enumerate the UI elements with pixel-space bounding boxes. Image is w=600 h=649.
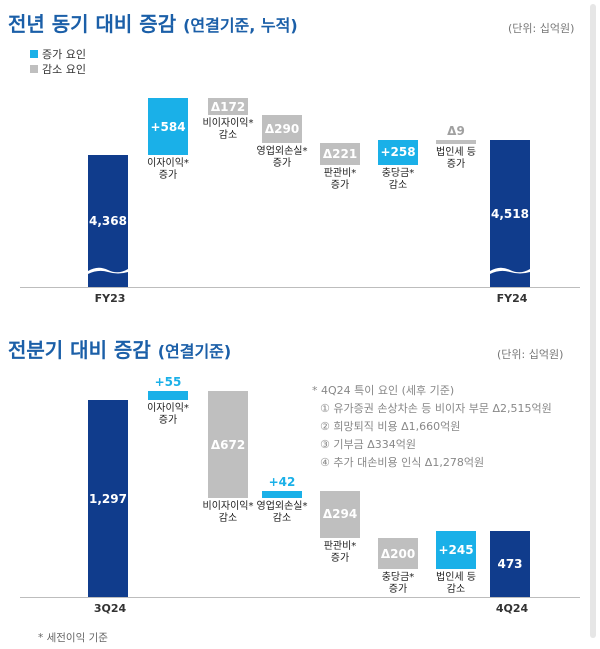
scrollbar[interactable] [590, 4, 596, 638]
chart2-step-1-bar [148, 391, 188, 400]
chart2-unit: (단위: 십억원) [497, 348, 564, 361]
legend-decrease-label: 감소 요인 [42, 62, 86, 76]
chart2-step-4-bar: Δ294 [320, 491, 360, 538]
chart1-step-2-category-label: 비이자이익* 감소 [202, 118, 254, 142]
chart1-step-0-bar: 4,368 [88, 155, 128, 287]
chart2-notes: * 4Q24 특이 요인 (세후 기준) ① 유가증권 손상차손 등 비이자 부… [312, 382, 552, 472]
chart2-title-sub: (연결기준) [157, 342, 232, 361]
legend-increase-swatch [30, 49, 38, 58]
chart2-step-0-bar: 1,297 [88, 400, 128, 597]
legend-increase-label: 증가 요인 [42, 47, 86, 61]
chart1-step-6-bar [436, 139, 476, 144]
chart2-step-6-category-label: 법인세 등 감소 [436, 572, 476, 596]
legend-decrease-swatch [30, 64, 38, 73]
chart1-step-6-value-label: Δ9 [447, 123, 465, 138]
chart2-step-3-category-label: 영업외손실* 감소 [256, 500, 308, 524]
chart1-step-4-bar: Δ221 [320, 143, 360, 165]
chart2-xlabel-3q24: 3Q24 [93, 602, 127, 615]
chart1-step-2-bar: Δ172 [208, 98, 248, 116]
chart1-legend: 증가 요인 감소 요인 [30, 46, 86, 76]
note-item-4: ④ 추가 대손비용 인식 Δ1,278억원 [320, 456, 485, 469]
chart1-title-sub: (연결기준, 누적) [183, 16, 298, 35]
chart2-step-7-bar: 473 [490, 530, 530, 597]
chart2-title: 전분기 대비 증감 (연결기준) [8, 334, 231, 363]
legend-decrease: 감소 요인 [30, 61, 86, 76]
chart1-title: 전년 동기 대비 증감 (연결기준, 누적) [8, 8, 298, 37]
chart2-step-1-category-label: 이자이익* 증가 [147, 403, 189, 426]
note-item-2: ② 희망퇴직 비용 Δ1,660억원 [320, 420, 461, 433]
chart1-xlabel-fy23: FY23 [94, 292, 126, 305]
note-item-3: ③ 기부금 Δ334억원 [320, 438, 416, 451]
chart1-step-3-category-label: 영업외손실* 증가 [256, 146, 308, 170]
chart1-xlabel-fy24: FY24 [496, 292, 528, 305]
chart2-step-5-bar: Δ200 [378, 537, 418, 570]
chart1-unit: (단위: 십억원) [508, 22, 575, 35]
chart1-step-4-category-label: 판관비* 증가 [323, 167, 357, 191]
chart2-step-5-category-label: 충당금* 증가 [381, 572, 415, 596]
chart1-step-7-bar: 4,518 [490, 140, 530, 287]
chart1-step-6-category-label: 법인세 등 증가 [436, 146, 476, 170]
chart2-step-2-bar: Δ672 [208, 391, 248, 498]
chart1-step-7-break-icon [490, 267, 530, 274]
chart2-title-main: 전분기 대비 증감 [8, 338, 151, 362]
chart2-xlabel-4q24: 4Q24 [495, 602, 529, 615]
chart1-title-main: 전년 동기 대비 증감 [8, 12, 177, 36]
chart1-baseline [20, 287, 580, 288]
footnote: * 세전이익 기준 [38, 632, 108, 644]
chart1-step-1-category-label: 이자이익* 증가 [147, 158, 189, 181]
note-header: * 4Q24 특이 요인 (세후 기준) [312, 384, 455, 397]
note-item-1: ① 유가증권 손상차손 등 비이자 부문 Δ2,515억원 [320, 402, 552, 415]
chart2-step-1-value-label: +55 [154, 375, 182, 390]
chart2-step-2-category-label: 비이자이익* 감소 [202, 500, 254, 524]
legend-increase: 증가 요인 [30, 46, 86, 61]
chart2-baseline [20, 597, 580, 598]
chart2-step-6-bar: +245 [436, 530, 476, 570]
chart2-step-3-bar [262, 491, 302, 498]
chart1-step-1-bar: +584 [148, 98, 188, 155]
chart1-step-3-bar: Δ290 [262, 115, 302, 144]
chart1-step-5-bar: +258 [378, 139, 418, 165]
chart1-step-0-break-icon [88, 267, 128, 274]
chart2-step-3-value-label: +42 [268, 475, 296, 490]
chart2-step-4-category-label: 판관비* 증가 [323, 540, 357, 564]
chart1-step-5-category-label: 충당금* 감소 [381, 167, 415, 191]
